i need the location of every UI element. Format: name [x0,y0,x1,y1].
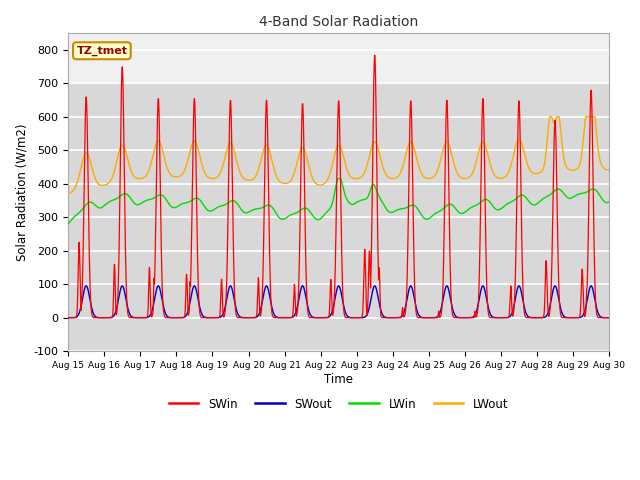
Title: 4-Band Solar Radiation: 4-Band Solar Radiation [259,15,419,29]
Y-axis label: Solar Radiation (W/m2): Solar Radiation (W/m2) [15,123,28,261]
Text: TZ_tmet: TZ_tmet [76,46,127,56]
Legend: SWin, SWout, LWin, LWout: SWin, SWout, LWin, LWout [164,393,513,415]
Bar [68,33,609,83]
X-axis label: Time: Time [324,372,353,386]
